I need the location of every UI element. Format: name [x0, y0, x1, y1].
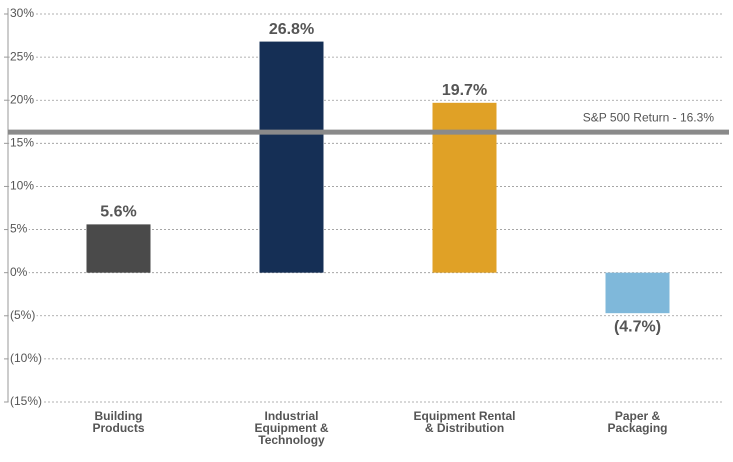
data-label: (4.7%) [614, 318, 661, 335]
y-tick-label: (10%) [10, 351, 42, 365]
x-tick-label: Building Products [92, 409, 145, 435]
y-tick-label: 25% [10, 49, 34, 63]
y-tick-label: 20% [10, 92, 34, 106]
y-tick-label: 30% [10, 6, 34, 20]
y-tick-label: 15% [10, 136, 34, 150]
y-tick-label: 0% [10, 265, 28, 279]
x-tick-label: Industrial Equipment & Technology [254, 409, 329, 447]
bar [86, 224, 151, 273]
bar [605, 272, 670, 314]
y-tick-label: 10% [10, 179, 34, 193]
x-tick-label: Equipment Rental & Distribution [413, 409, 516, 435]
x-tick-label: Paper & Packaging [607, 409, 668, 435]
reference-label: S&P 500 Return - 16.3% [583, 110, 715, 124]
data-label: 5.6% [100, 204, 136, 221]
data-label: 26.8% [269, 21, 314, 38]
data-label: 19.7% [442, 82, 487, 99]
bar [259, 41, 324, 273]
y-tick-label: (15%) [10, 394, 42, 408]
y-tick-label: 5% [10, 222, 28, 236]
y-tick-label: (5%) [10, 308, 35, 322]
bar [432, 102, 497, 273]
